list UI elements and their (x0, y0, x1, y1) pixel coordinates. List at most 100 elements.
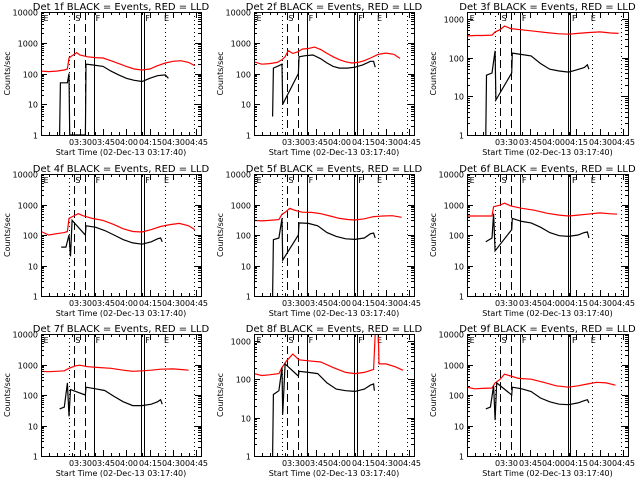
panel-det-7: E S F F E 1 10 100 1000 10000 03:30 03:45 04:00 04:15… (3, 324, 209, 478)
x-tick-label: 04:00 (542, 299, 565, 308)
series-events-line (272, 218, 376, 296)
phase-label-e: E (164, 176, 169, 185)
phase-label-f: F (96, 14, 101, 23)
plot-frame (254, 12, 415, 136)
x-tick-label: 04:30 (375, 299, 398, 308)
x-tick-label: 04:00 (328, 299, 351, 308)
y-tick-label: 1000 (231, 40, 251, 49)
panel-det-5: E S F F E 1 10 100 1000 10000 03:30 03:45 04:00 04:15… (216, 164, 422, 318)
x-tick-label: 04:45 (612, 459, 635, 468)
x-tick-label: 04:00 (115, 299, 138, 308)
y-tick-label: 10 (454, 423, 464, 432)
y-tick-label: 100 (23, 71, 38, 80)
x-tick-label: 04:30 (162, 299, 185, 308)
x-tick-label: 03:30 (495, 459, 518, 468)
x-axis-label: Start Time (02-Dec-13 03:17:40) (482, 309, 613, 318)
phase-label-e: E (44, 14, 49, 23)
x-axis-label: Start Time (02-Dec-13 03:17:40) (56, 148, 187, 157)
panel-title: Det 7f BLACK = Events, RED = LLD (33, 324, 210, 335)
y-axis-label: Counts/sec (216, 213, 225, 257)
y-tick-label: 100 (23, 232, 38, 241)
x-tick-label: 04:30 (589, 299, 612, 308)
series-events-line (272, 362, 375, 456)
x-tick-label: 03:45 (305, 138, 328, 147)
y-tick-label: 1000 (18, 202, 38, 211)
phase-label-e: E (470, 176, 475, 185)
x-tick-label: 03:30 (282, 138, 305, 147)
x-tick-label: 04:15 (139, 138, 162, 147)
x-axis-label: Start Time (02-Dec-13 03:17:40) (482, 148, 613, 157)
panel-title: Det 4f BLACK = Events, RED = LLD (33, 164, 210, 175)
x-tick-label: 04:00 (542, 138, 565, 147)
y-tick-label: 10 (241, 101, 251, 110)
phase-label-f: F (522, 336, 527, 345)
y-tick-label: 1000 (18, 40, 38, 49)
panel-det-3: E S F F E 1 10 100 1000 03:30 03:45 04:00 04:15 04:30… (429, 2, 636, 157)
x-tick-label: 03:30 (495, 299, 518, 308)
x-tick-label: 04:00 (328, 459, 351, 468)
panel-det-8: E S F F E 1 10 100 1000 03:30 03:45 04:00 04:15 04:30… (216, 324, 422, 478)
phase-label-s: S (502, 14, 507, 23)
x-tick-label: 04:15 (565, 459, 588, 468)
phase-label-e: E (377, 14, 382, 23)
phase-label-s: S (502, 176, 507, 185)
y-tick-label: 10000 (226, 171, 251, 180)
y-tick-label: 10000 (13, 331, 38, 340)
x-tick-label: 04:15 (565, 299, 588, 308)
y-tick-label: 1 (246, 132, 251, 141)
phase-label-f: F (522, 14, 527, 23)
panel-det-1: E S F F E 1 10 100 1000 10000 03:30 03:45 04:00 04:15… (3, 2, 209, 157)
x-tick-label: 04:45 (398, 299, 421, 308)
y-tick-label: 1 (33, 293, 38, 302)
series-lld-line (467, 202, 618, 217)
phase-label-e: E (591, 176, 596, 185)
series-lld-line (254, 207, 402, 222)
x-tick-label: 03:45 (305, 299, 328, 308)
y-axis-label: Counts/sec (429, 373, 438, 417)
x-tick-label: 03:30 (69, 459, 92, 468)
phase-label-s: S (75, 176, 80, 185)
y-tick-label: 10 (241, 415, 251, 424)
panel-title: Det 5f BLACK = Events, RED = LLD (246, 164, 423, 175)
series-lld-line (41, 51, 196, 73)
panel-title: Det 1f BLACK = Events, RED = LLD (33, 2, 210, 13)
phase-label-f: F (309, 336, 314, 345)
x-axis-label: Start Time (02-Dec-13 03:17:40) (56, 469, 187, 478)
y-tick-label: 100 (449, 392, 464, 401)
phase-label-f: F (358, 176, 363, 185)
x-tick-label: 03:45 (519, 138, 542, 147)
plot-frame (254, 334, 415, 457)
phase-label-e: E (591, 336, 596, 345)
phase-label-e: E (164, 336, 169, 345)
x-axis-label: Start Time (02-Dec-13 03:17:40) (482, 469, 613, 478)
y-tick-label: 1 (33, 453, 38, 462)
x-axis-label: Start Time (02-Dec-13 03:17:40) (269, 469, 400, 478)
y-tick-label: 10 (241, 263, 251, 272)
y-tick-label: 100 (449, 55, 464, 64)
y-tick-label: 1 (246, 293, 251, 302)
y-tick-label: 10000 (226, 9, 251, 18)
phase-label-s: S (502, 336, 507, 345)
x-tick-label: 04:30 (589, 138, 612, 147)
phase-label-s: S (288, 14, 293, 23)
y-tick-label: 10000 (13, 171, 38, 180)
x-tick-label: 04:45 (398, 138, 421, 147)
y-tick-label: 10 (454, 93, 464, 102)
panel-det-6: E S F F E 1 10 100 1000 10000 03:30 03:45 04:00 04:15… (429, 164, 636, 318)
x-tick-label: 04:30 (375, 138, 398, 147)
y-tick-label: 10 (28, 263, 38, 272)
series-lld-line (41, 213, 196, 236)
phase-label-e: E (44, 336, 49, 345)
x-axis-label: Start Time (02-Dec-13 03:17:40) (56, 309, 187, 318)
y-axis-label: Counts/sec (216, 51, 225, 95)
x-tick-label: 03:45 (519, 299, 542, 308)
y-tick-label: 1 (459, 453, 464, 462)
x-axis-label: Start Time (02-Dec-13 03:17:40) (269, 148, 400, 157)
phase-label-f: F (309, 176, 314, 185)
y-tick-label: 1000 (231, 202, 251, 211)
y-tick-label: 10000 (439, 171, 464, 180)
x-tick-label: 04:00 (115, 138, 138, 147)
y-axis-label: Counts/sec (216, 373, 225, 417)
phase-label-f: F (522, 176, 527, 185)
